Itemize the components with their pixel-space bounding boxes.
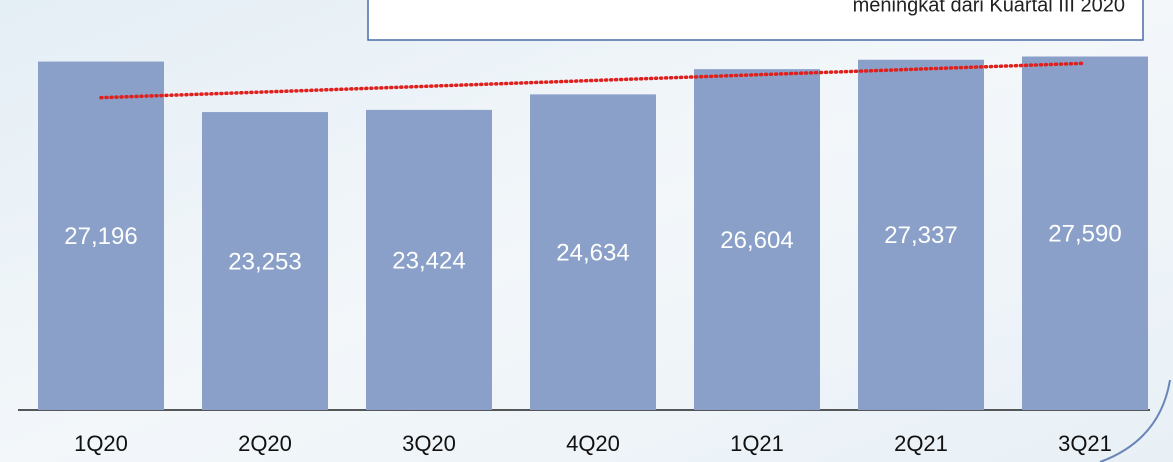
- bar: [366, 109, 492, 410]
- bar: [858, 59, 984, 410]
- bar: [694, 69, 820, 410]
- trendline: [99, 61, 1087, 100]
- x-tick-label: 3Q21: [1058, 431, 1112, 456]
- x-tick-label: 2Q21: [894, 431, 948, 456]
- corner-decoration: [1099, 379, 1171, 462]
- bar: [1022, 56, 1148, 411]
- value-label: 26,604: [720, 227, 793, 254]
- value-label: 23,424: [392, 247, 465, 274]
- value-label: 27,590: [1048, 221, 1121, 248]
- bar: [38, 61, 164, 411]
- x-tick-label: 1Q21: [730, 431, 784, 456]
- annotation: meningkat dari Kuartal III 2020: [853, 0, 1125, 16]
- value-label: 23,253: [228, 248, 301, 275]
- x-tick-label: 1Q20: [74, 431, 128, 456]
- value-label: 24,634: [556, 240, 629, 267]
- bar: [530, 94, 656, 410]
- x-tick-label: 3Q20: [402, 431, 456, 456]
- x-tick-label: 2Q20: [238, 431, 292, 456]
- value-label: 27,337: [884, 222, 957, 249]
- value-label: 27,196: [64, 223, 137, 250]
- bar: [202, 112, 328, 411]
- annotation-box: [367, 0, 1144, 41]
- x-tick-label: 4Q20: [566, 431, 620, 456]
